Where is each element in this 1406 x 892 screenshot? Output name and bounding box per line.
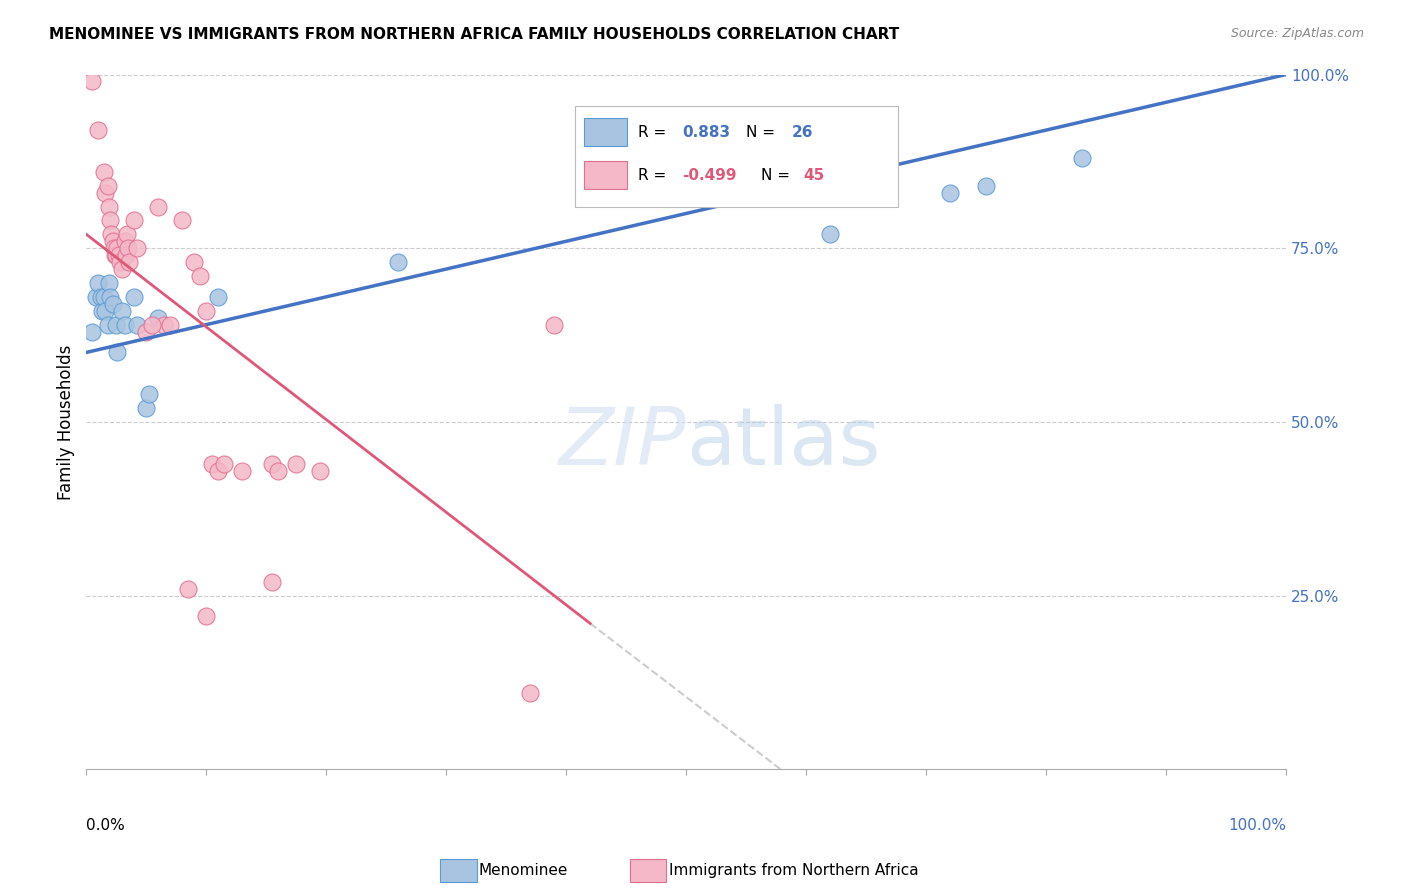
Point: [135, 325, 157, 339]
Text: Source: ZipAtlas.com: Source: ZipAtlas.com: [1230, 27, 1364, 40]
Point: [111, 303, 134, 318]
Point: [135, 401, 157, 415]
Text: R =: R =: [638, 168, 671, 183]
Text: -0.499: -0.499: [682, 168, 737, 183]
Point: [97, 178, 120, 193]
Point: [111, 262, 134, 277]
Point: [82, 325, 104, 339]
Point: [118, 255, 141, 269]
Point: [103, 241, 125, 255]
Point: [107, 241, 129, 255]
Point: [201, 457, 224, 471]
Point: [125, 318, 148, 332]
Text: 26: 26: [792, 125, 813, 140]
Point: [195, 609, 218, 624]
Point: [124, 213, 146, 227]
Text: 45: 45: [804, 168, 825, 183]
Point: [519, 686, 541, 700]
Point: [114, 318, 136, 332]
Point: [93, 290, 115, 304]
Point: [172, 213, 194, 227]
Point: [125, 241, 148, 255]
Point: [207, 464, 229, 478]
Point: [177, 582, 200, 596]
Point: [309, 464, 332, 478]
Point: [141, 318, 163, 332]
Point: [98, 290, 121, 304]
Point: [108, 255, 131, 269]
Point: [267, 464, 290, 478]
Text: R =: R =: [638, 125, 671, 140]
Text: atlas: atlas: [686, 404, 880, 482]
Point: [93, 165, 115, 179]
Point: [107, 248, 129, 262]
Point: [101, 234, 124, 248]
Point: [117, 241, 139, 255]
Point: [87, 276, 110, 290]
Point: [188, 268, 211, 283]
Text: N =: N =: [747, 125, 780, 140]
Point: [105, 248, 128, 262]
Y-axis label: Family Households: Family Households: [58, 344, 75, 500]
Point: [104, 248, 127, 262]
Point: [207, 290, 229, 304]
Point: [115, 227, 138, 242]
Text: Menominee: Menominee: [478, 863, 568, 878]
Text: MENOMINEE VS IMMIGRANTS FROM NORTHERN AFRICA FAMILY HOUSEHOLDS CORRELATION CHART: MENOMINEE VS IMMIGRANTS FROM NORTHERN AF…: [49, 27, 900, 42]
Text: N =: N =: [761, 168, 794, 183]
Text: 0.0%: 0.0%: [86, 818, 125, 833]
Text: 100.0%: 100.0%: [1227, 818, 1286, 833]
Point: [98, 213, 121, 227]
Point: [114, 234, 136, 248]
Point: [212, 457, 235, 471]
FancyBboxPatch shape: [583, 119, 627, 146]
Point: [90, 290, 112, 304]
Point: [974, 178, 997, 193]
Point: [183, 255, 205, 269]
Point: [285, 457, 308, 471]
Point: [101, 297, 124, 311]
Point: [543, 318, 565, 332]
FancyBboxPatch shape: [575, 106, 898, 207]
Point: [100, 227, 122, 242]
Point: [153, 318, 176, 332]
Point: [1071, 151, 1094, 165]
Point: [97, 318, 120, 332]
Point: [387, 255, 409, 269]
Point: [84, 290, 107, 304]
Point: [148, 200, 170, 214]
Point: [105, 318, 128, 332]
Point: [195, 303, 218, 318]
Point: [939, 186, 962, 200]
Point: [94, 186, 117, 200]
Point: [98, 276, 121, 290]
Point: [818, 227, 841, 242]
Point: [107, 345, 129, 359]
Point: [148, 310, 170, 325]
Point: [82, 74, 104, 88]
FancyBboxPatch shape: [583, 161, 627, 189]
Text: ZIP: ZIP: [558, 404, 686, 482]
Point: [231, 464, 253, 478]
Point: [262, 457, 284, 471]
Point: [124, 290, 146, 304]
Text: Immigrants from Northern Africa: Immigrants from Northern Africa: [669, 863, 920, 878]
Point: [262, 574, 284, 589]
Point: [159, 318, 181, 332]
Point: [94, 303, 117, 318]
Point: [90, 303, 112, 318]
Point: [138, 387, 160, 401]
Point: [115, 248, 138, 262]
Point: [98, 200, 121, 214]
Point: [87, 123, 110, 137]
Text: 0.883: 0.883: [682, 125, 731, 140]
